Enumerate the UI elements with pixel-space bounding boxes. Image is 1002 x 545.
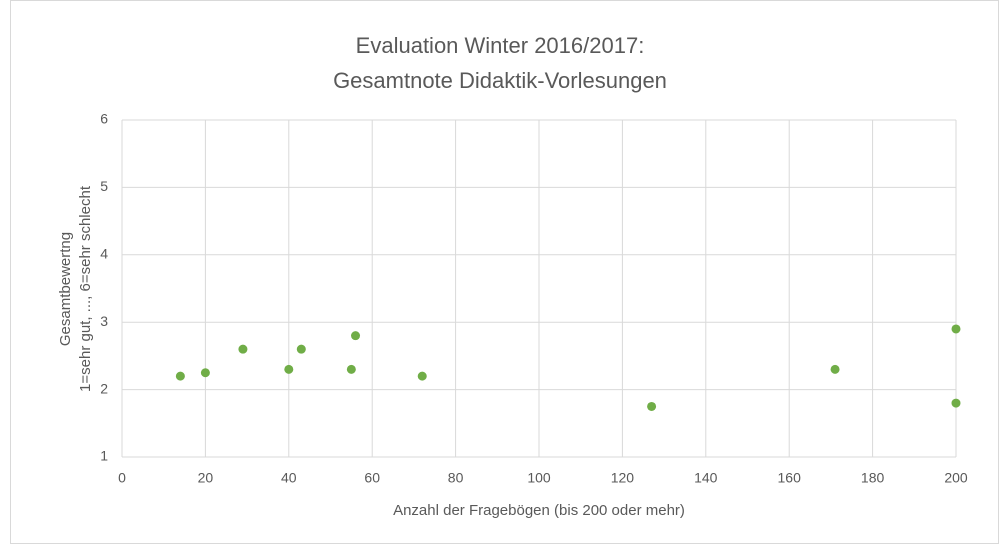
x-tick-label: 180 xyxy=(861,470,885,486)
x-tick-label: 200 xyxy=(944,470,968,486)
scatter-point xyxy=(175,371,185,381)
y-tick-label: 2 xyxy=(100,380,108,396)
scatter-point xyxy=(346,364,356,374)
chart-title: Evaluation Winter 2016/2017: xyxy=(356,33,645,58)
scatter-point xyxy=(417,371,427,381)
scatter-point xyxy=(830,364,840,374)
y-tick-label: 5 xyxy=(100,178,108,194)
x-tick-label: 120 xyxy=(611,470,635,486)
chart-frame xyxy=(10,0,999,544)
x-tick-label: 100 xyxy=(527,470,551,486)
y-tick-label: 3 xyxy=(100,313,108,329)
x-tick-label: 160 xyxy=(778,470,802,486)
scatter-point xyxy=(284,364,294,374)
scatter-point xyxy=(647,401,657,411)
scatter-point xyxy=(238,344,248,354)
x-tick-label: 0 xyxy=(118,470,126,486)
scatter-point xyxy=(296,344,306,354)
chart-title: Gesamtnote Didaktik-Vorlesungen xyxy=(333,68,667,93)
x-tick-label: 40 xyxy=(281,470,297,486)
x-tick-label: 140 xyxy=(694,470,718,486)
scatter-point xyxy=(200,368,210,378)
y-axis-label: 1=sehr gut, ..., 6=sehr schlecht xyxy=(77,185,94,392)
scatter-point xyxy=(951,324,961,334)
x-tick-label: 80 xyxy=(448,470,464,486)
y-axis-label: Gesamtbewertng xyxy=(57,232,74,346)
x-tick-label: 20 xyxy=(198,470,214,486)
y-tick-label: 1 xyxy=(100,448,108,464)
x-tick-label: 60 xyxy=(364,470,380,486)
scatter-point xyxy=(351,331,361,341)
x-axis-label: Anzahl der Fragebögen (bis 200 oder mehr… xyxy=(393,502,685,519)
scatter-point xyxy=(951,398,961,408)
y-tick-label: 6 xyxy=(100,111,108,127)
y-tick-label: 4 xyxy=(100,246,108,262)
